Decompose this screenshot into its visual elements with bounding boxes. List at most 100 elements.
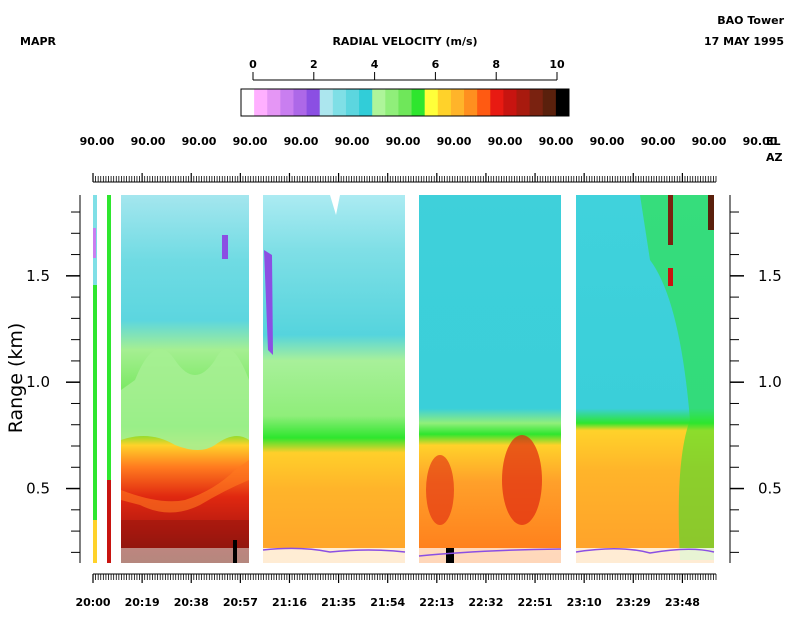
x-tick-label: 21:35 (321, 596, 356, 609)
colorbar-swatch (516, 89, 531, 116)
azimuth-axis-label: AZ (766, 151, 783, 164)
x-tick-label: 22:51 (518, 596, 553, 609)
x-tick-label: 20:38 (174, 596, 209, 609)
elevation-value: 90.00 (743, 135, 778, 148)
y-axis-left: 0.5 1.0 1.5 (26, 195, 81, 563)
colorbar-swatch (372, 89, 386, 116)
segment-1-orange-layer (121, 460, 249, 513)
colorbar-tick-label: 2 (310, 58, 318, 71)
segment-1-black-mark (233, 540, 237, 563)
instrument-label: MAPR (20, 35, 57, 48)
range-tick-label: 0.5 (26, 480, 50, 498)
elevation-value: 90.00 (182, 135, 217, 148)
data-strip (93, 195, 97, 563)
colorbar-swatch (293, 89, 308, 116)
segment-1-ground-clutter (121, 548, 249, 563)
elevation-value: 90.00 (335, 135, 370, 148)
colorbar-swatch (332, 89, 347, 116)
y-axis-right: 0.5 1.0 1.5 (729, 195, 782, 563)
colorbar-tick-label: 4 (371, 58, 379, 71)
data-strip-bottom (93, 520, 97, 563)
colorbar-swatch (529, 89, 544, 116)
top-time-axis (92, 173, 717, 183)
segment-2-violet-band (264, 250, 273, 355)
data-strip-2-bottom (107, 480, 111, 563)
colorbar-frame (240, 88, 570, 117)
colorbar-swatch (542, 89, 557, 116)
colorbar-tick-label: 10 (549, 58, 565, 71)
colorbar-swatch (411, 89, 426, 116)
data-strip-violet (93, 228, 96, 258)
colorbar-swatch (555, 89, 570, 116)
site-label: BAO Tower (717, 14, 784, 27)
segment-4-ground-clutter (576, 548, 714, 563)
y-axis-title: Range (km) (5, 323, 27, 434)
x-tick-label: 23:48 (665, 596, 700, 609)
colorbar-axis: 0 2 4 6 8 10 (249, 58, 565, 81)
elevation-axis-label: EL (766, 135, 781, 148)
colorbar-swatch (398, 89, 413, 116)
segment-4-dark-streak (668, 195, 673, 245)
colorbar-tick-label: 0 (249, 58, 257, 71)
colorbar-swatch (319, 89, 334, 116)
colorbar-swatch (241, 89, 255, 116)
date-label: 17 MAY 1995 (704, 35, 784, 48)
segment-3-surface-line (418, 548, 562, 557)
colorbar-swatch (280, 89, 294, 116)
elevation-value: 90.00 (386, 135, 421, 148)
segment-1-green-layer (121, 348, 249, 450)
range-tick-label: 0.5 (758, 480, 782, 498)
colorbar (240, 88, 570, 117)
range-tick-label: 1.0 (26, 373, 50, 391)
segment-3-red-cell-2 (426, 455, 454, 525)
elevation-value: 90.00 (641, 135, 676, 148)
bottom-time-axis (92, 573, 717, 583)
x-tick-label: 20:19 (125, 596, 160, 609)
plot-area (93, 195, 715, 563)
segment-3-ground-clutter (419, 548, 561, 563)
elevation-value: 90.00 (233, 135, 268, 148)
x-tick-label: 23:29 (616, 596, 651, 609)
elevation-value: 90.00 (539, 135, 574, 148)
colorbar-swatch (424, 89, 439, 116)
range-tick-label: 1.5 (26, 267, 50, 285)
segment-2-white-gap (330, 195, 340, 215)
colorbar-swatch (385, 89, 399, 116)
colorbar-swatch (267, 89, 281, 116)
colorbar-swatch (464, 89, 478, 116)
elevation-value: 90.00 (80, 135, 115, 148)
x-tick-labels: 20:00 20:19 20:38 20:57 21:16 21:35 21:54 22:13… (75, 596, 699, 609)
segment-4-green-region (640, 195, 714, 560)
colorbar-swatch (450, 89, 465, 116)
segment-4-surface-line (575, 547, 715, 554)
colorbar-swatch (477, 89, 491, 116)
segment-3-black-mark (446, 548, 454, 563)
range-tick-label: 1.5 (758, 267, 782, 285)
colorbar-swatch (345, 89, 360, 116)
colorbar-swatch (437, 89, 452, 116)
colorbar-swatch (359, 89, 373, 116)
segment-4-edge-streak (708, 195, 714, 230)
segment-2-surface-line (262, 547, 406, 553)
elevation-labels: 90.00 90.00 90.00 90.00 90.00 90.00 90.00 90.00… (80, 135, 778, 148)
x-tick-label: 21:16 (272, 596, 307, 609)
elevation-value: 90.00 (590, 135, 625, 148)
colorbar-tick-label: 8 (492, 58, 500, 71)
elevation-value: 90.00 (131, 135, 166, 148)
data-segment-2 (263, 195, 405, 563)
x-tick-label: 20:00 (75, 596, 110, 609)
x-tick-label: 22:13 (419, 596, 454, 609)
data-strip-2 (107, 195, 111, 563)
colorbar-title: RADIAL VELOCITY (m/s) (332, 35, 477, 48)
segment-4-red-speck (668, 268, 673, 286)
x-tick-label: 22:32 (468, 596, 503, 609)
x-tick-label: 21:54 (370, 596, 405, 609)
x-tick-label: 20:57 (223, 596, 258, 609)
colorbar-swatch (490, 89, 504, 116)
colorbar-tick-label: 6 (432, 58, 440, 71)
x-tick-label: 23:10 (567, 596, 602, 609)
segment-2-ground-clutter (263, 548, 405, 563)
colorbar-swatch (503, 89, 518, 116)
segment-3-red-cell (502, 435, 542, 525)
